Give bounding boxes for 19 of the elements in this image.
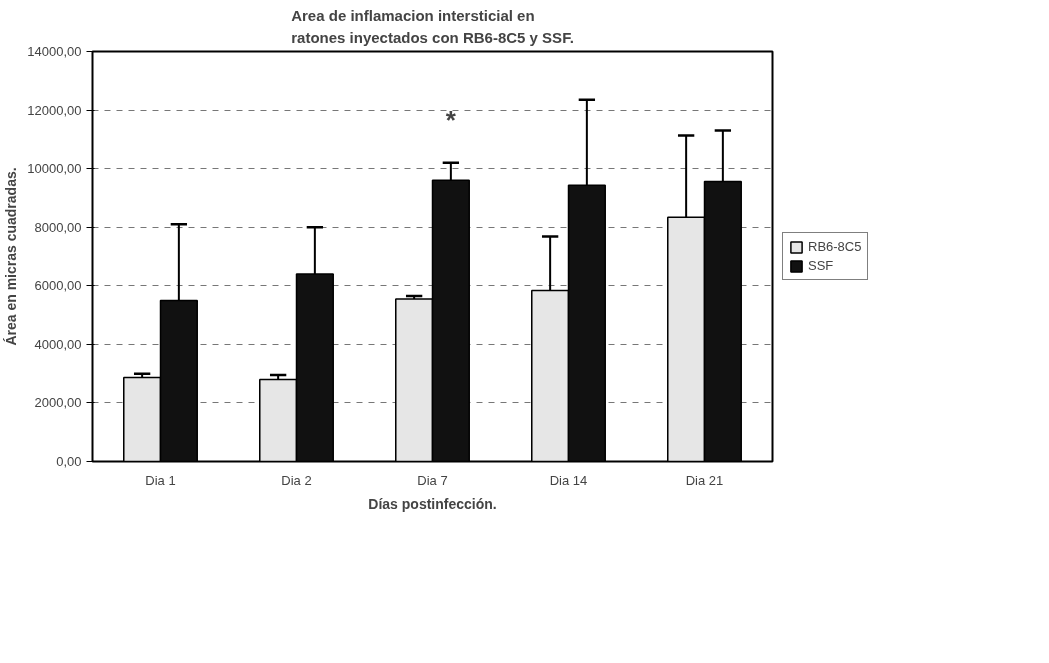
y-tick-label: 2000,00 (34, 395, 82, 411)
y-tick-label: 14000,00 (27, 44, 82, 59)
y-tick-label: 0,00 (56, 454, 82, 469)
x-tick-label: Dia 21 (685, 472, 724, 488)
x-axis-title: Días postinfección. (368, 495, 497, 512)
legend-label: SSF (808, 258, 834, 273)
x-tick-label: Dia 7 (417, 472, 448, 488)
y-tick-label: 12000,00 (27, 102, 82, 118)
x-tick-label: Dia 14 (549, 472, 588, 488)
y-tick-label: 6000,00 (34, 278, 82, 294)
y-axis-title: Área en micras cuadradas. (3, 167, 20, 346)
y-tick-label: 10000,00 (27, 161, 82, 177)
x-tick-label: Dia 2 (281, 472, 312, 488)
y-tick-label: 8000,00 (34, 219, 82, 235)
annotation: * (445, 105, 457, 136)
y-tick-label: 4000,00 (34, 336, 82, 352)
chart-title: Area de inflamacion intersticial en ratones inyectados con RB6-8C5 y SSF. (291, 7, 574, 47)
x-tick-label: Dia 1 (145, 472, 176, 488)
legend-label: RB6-8C5 (808, 239, 862, 254)
